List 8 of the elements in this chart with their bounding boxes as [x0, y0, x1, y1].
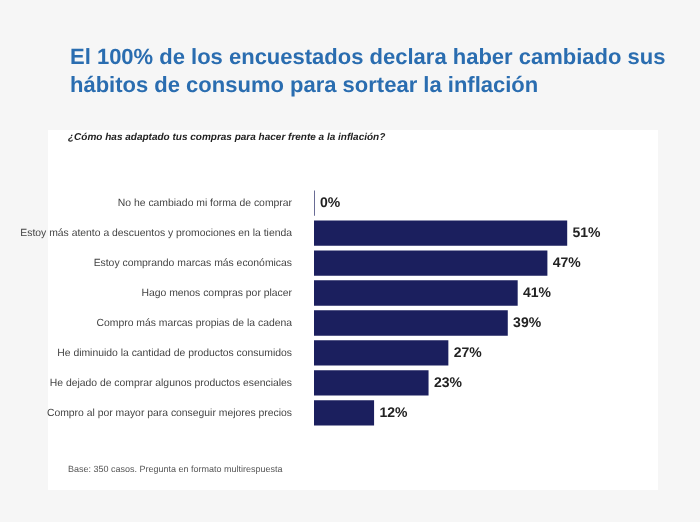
bar: [314, 220, 568, 246]
bar: [314, 340, 449, 366]
bar: [314, 310, 508, 336]
bar: [314, 370, 429, 396]
chart-title: El 100% de los encuestados declara haber cambiado sus hábitos de consumo para sortear la inflación: [70, 44, 668, 100]
bar: [314, 280, 518, 306]
bar: [314, 400, 375, 426]
bar: [314, 250, 548, 276]
